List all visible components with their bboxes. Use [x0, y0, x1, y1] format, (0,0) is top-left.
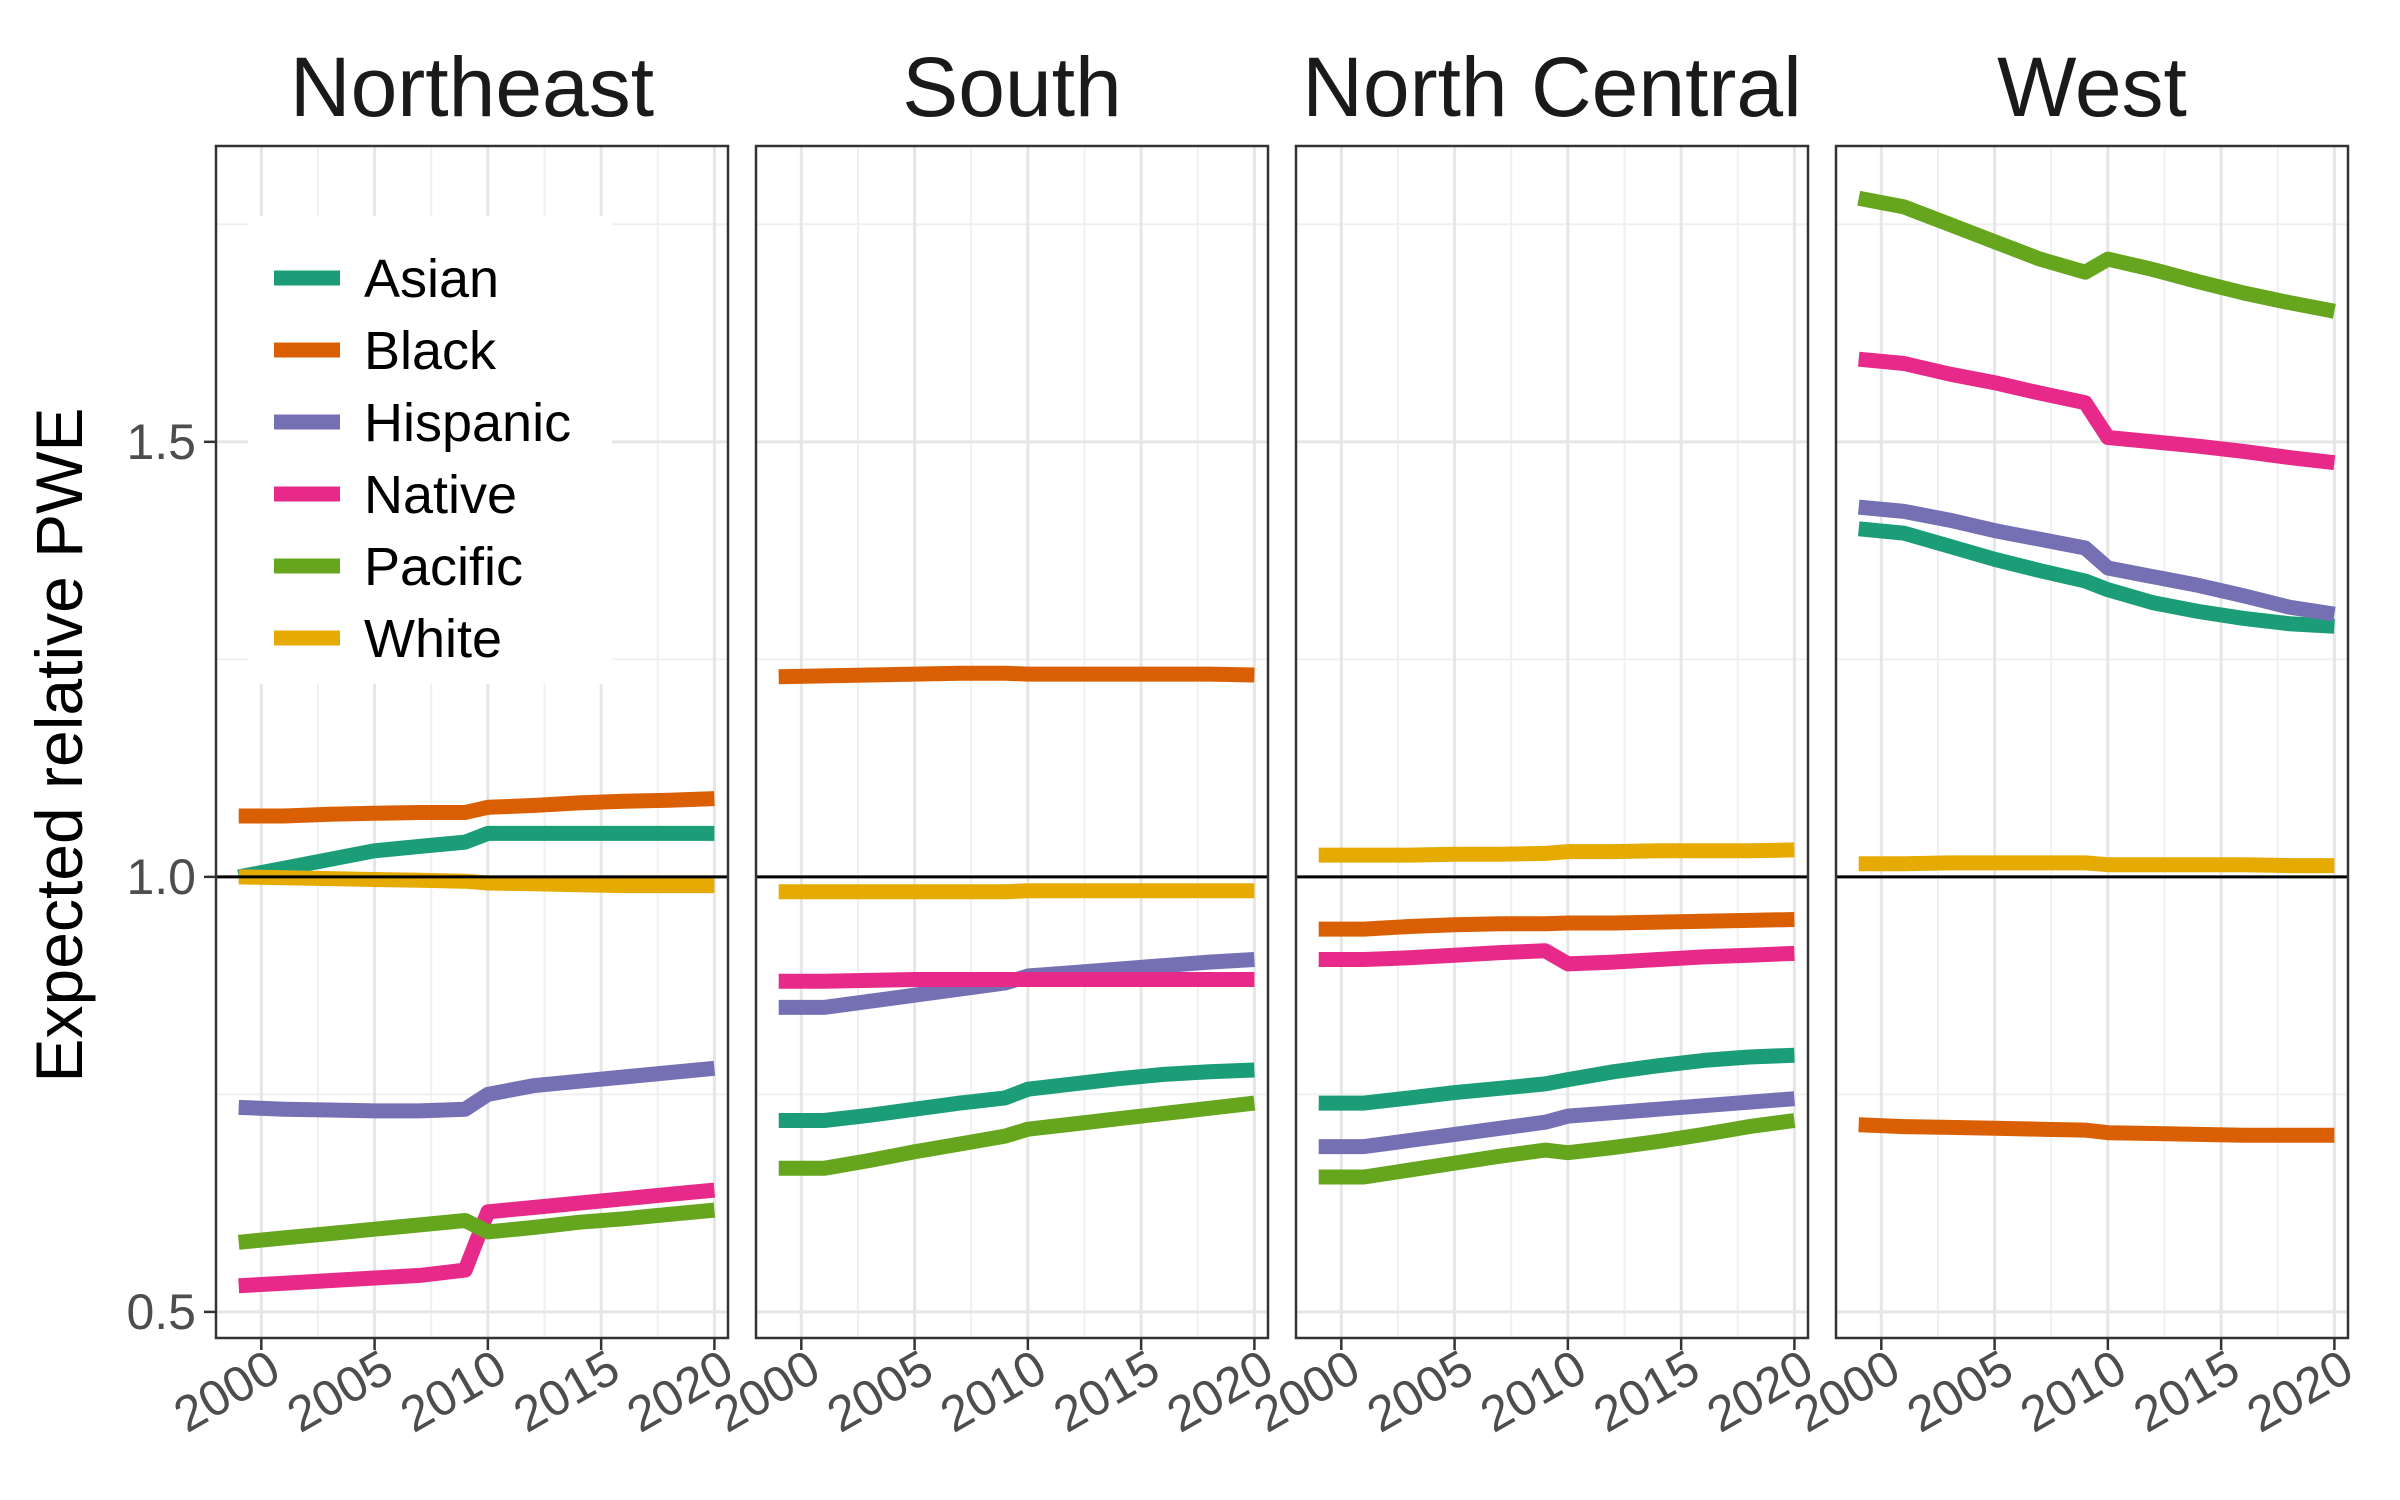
series-line-native-south — [778, 972, 1255, 989]
series-line-white-northeast — [238, 869, 715, 894]
series-line-white-west — [1858, 855, 2335, 874]
x-tick-label: 2015 — [1044, 1339, 1168, 1443]
series-line-hispanic-north-central — [1318, 1091, 1795, 1155]
series-line-pacific-north-central — [1318, 1113, 1796, 1185]
legend-label-hispanic: Hispanic — [364, 393, 571, 453]
legend-label-native: Native — [364, 465, 517, 525]
x-tick-label: 2010 — [931, 1339, 1055, 1443]
x-tick-label: 2000 — [1244, 1339, 1368, 1443]
x-tick-label: 2015 — [2124, 1339, 2248, 1443]
x-tick-label: 2010 — [1471, 1339, 1595, 1443]
x-tick-label: 2015 — [1584, 1339, 1708, 1443]
x-tick-label: 2010 — [2011, 1339, 2135, 1443]
y-tick-label: 1.5 — [126, 414, 196, 470]
panel-border — [754, 144, 1270, 1340]
panel-title-north-central: North Central — [1302, 40, 1802, 134]
series-line-hispanic-west — [1857, 499, 2336, 622]
x-tick-label: 2010 — [391, 1339, 515, 1443]
panel-border — [214, 144, 730, 1340]
series-line-asian-northeast — [237, 825, 715, 885]
series-line-black-south — [778, 665, 1255, 685]
x-tick-label: 2020 — [2238, 1339, 2362, 1443]
series-line-asian-south — [778, 1062, 1255, 1128]
x-tick-label: 2000 — [1784, 1339, 1908, 1443]
x-tick-label: 2005 — [1898, 1339, 2022, 1443]
series-line-asian-west — [1857, 521, 2335, 634]
legend-label-asian: Asian — [364, 249, 499, 309]
panel-border — [1294, 144, 1810, 1340]
series-line-pacific-northeast — [237, 1202, 716, 1250]
x-tick-label: 2000 — [704, 1339, 828, 1443]
series-line-white-north-central — [1318, 842, 1795, 863]
series-line-asian-north-central — [1318, 1047, 1795, 1111]
x-tick-label: 2000 — [164, 1339, 288, 1443]
legend-label-white: White — [364, 609, 502, 669]
x-tick-label: 2005 — [278, 1339, 402, 1443]
x-tick-label: 2005 — [1358, 1339, 1482, 1443]
series-line-native-west — [1857, 351, 2336, 471]
series-line-pacific-south — [778, 1095, 1256, 1176]
y-tick-label: 1.0 — [126, 849, 196, 905]
legend: Asian Black Hispanic Native Pacific White — [248, 216, 612, 684]
series-line-native-northeast — [238, 1182, 716, 1294]
series-line-black-west — [1858, 1117, 2335, 1143]
series-line-pacific-west — [1857, 190, 2336, 319]
legend-label-pacific: Pacific — [364, 537, 523, 597]
y-tick-label: 0.5 — [126, 1284, 196, 1340]
legend-label-black: Black — [364, 321, 497, 381]
panel-title-south: South — [902, 40, 1122, 134]
legend-background — [248, 216, 612, 684]
panel-border — [1834, 144, 2350, 1340]
x-tick-label: 2005 — [818, 1339, 942, 1443]
x-tick-label: 2015 — [504, 1339, 628, 1443]
series-line-white-south — [778, 883, 1255, 900]
panel-title-northeast: Northeast — [290, 40, 654, 134]
panel-title-west: West — [1997, 40, 2187, 134]
series-line-black-northeast — [238, 791, 715, 824]
series-line-native-north-central — [1318, 943, 1795, 972]
series-line-black-north-central — [1318, 912, 1795, 937]
series-line-hispanic-northeast — [238, 1060, 716, 1119]
y-axis-title: Expected relative PWE — [22, 408, 96, 1083]
